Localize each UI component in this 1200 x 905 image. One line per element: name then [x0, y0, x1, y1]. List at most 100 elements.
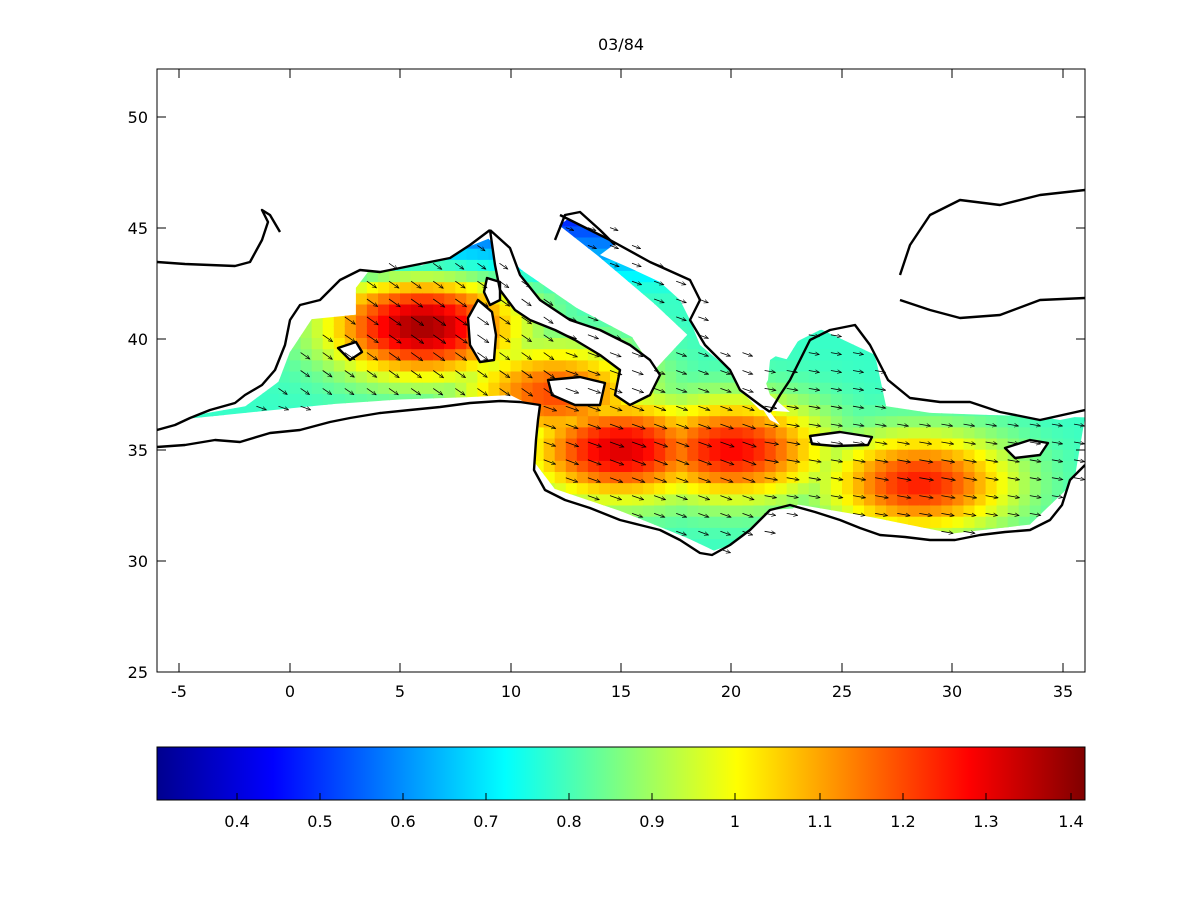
wind-vector — [676, 441, 689, 447]
heat-cell — [378, 325, 390, 338]
wind-vector — [830, 460, 843, 462]
wind-vector — [587, 495, 599, 500]
heat-cell — [797, 482, 810, 495]
heat-cell — [952, 415, 965, 428]
heat-cell — [830, 448, 843, 461]
heat-cell — [753, 448, 766, 461]
heat-cell — [333, 359, 346, 372]
heat-cell — [322, 392, 335, 405]
wind-vector — [366, 298, 378, 307]
heat-cell — [864, 504, 876, 517]
heat-cell — [400, 370, 412, 383]
heat-cell — [466, 247, 479, 260]
wind-vector — [764, 531, 776, 533]
heat-cell — [400, 348, 412, 361]
wind-vector — [875, 496, 888, 498]
wind-vectors — [256, 228, 1084, 553]
wind-vector — [410, 352, 423, 361]
wind-vector — [852, 406, 864, 408]
heat-cell — [311, 381, 324, 394]
heat-cell — [289, 381, 302, 394]
coast-iberia — [157, 229, 491, 432]
heat-cell — [311, 359, 324, 372]
heat-cell — [720, 415, 733, 428]
x-tick-label: 0 — [285, 682, 295, 701]
wind-vector — [1073, 478, 1085, 480]
heat-cell — [411, 370, 424, 383]
x-tick: 0 — [285, 69, 295, 701]
wind-vector — [300, 352, 310, 360]
heat-cell — [389, 370, 401, 383]
wind-vector — [653, 388, 665, 392]
heat-cell — [974, 471, 987, 484]
heat-cell — [532, 392, 545, 405]
heat-cell — [366, 370, 379, 383]
heat-cell — [786, 471, 799, 484]
wind-vector — [875, 406, 886, 408]
heat-cell — [665, 504, 678, 517]
wind-vector — [852, 460, 865, 462]
wind-vector — [322, 388, 332, 394]
heat-cell — [1018, 415, 1031, 428]
heat-cell — [687, 471, 700, 484]
wind-vector — [1029, 478, 1041, 480]
heat-cell — [709, 515, 722, 528]
heat-cell — [753, 471, 766, 484]
heat-cell — [654, 415, 667, 428]
heat-cell — [687, 348, 700, 361]
heat-cell — [864, 493, 876, 506]
heat-cell — [587, 415, 600, 428]
heat-cell — [720, 504, 733, 517]
wind-vector — [720, 370, 730, 375]
heat-cell — [488, 359, 501, 372]
heat-cell — [786, 448, 799, 461]
wind-vector — [963, 460, 977, 462]
heat-cell — [610, 437, 622, 450]
heat-cell — [764, 493, 777, 506]
heat-cell — [654, 292, 667, 305]
heat-cell — [400, 303, 412, 316]
wind-vector — [786, 513, 798, 515]
heat-cell — [300, 381, 313, 394]
heat-cell — [853, 381, 865, 394]
heat-cell — [930, 482, 943, 495]
wind-vector — [609, 370, 622, 375]
heat-cell — [842, 392, 854, 405]
heat-cell — [797, 448, 810, 461]
colorbar-tick-label: 0.6 — [390, 812, 415, 831]
heat-cell — [731, 459, 744, 472]
wind-vector — [565, 423, 578, 428]
heat-cell — [422, 348, 435, 361]
heat-cell — [731, 482, 744, 495]
wind-vector — [1029, 460, 1041, 462]
heat-cell — [576, 426, 589, 439]
coast-balearic — [336, 340, 364, 362]
heat-cell — [1062, 426, 1075, 439]
heat-cell — [300, 359, 313, 372]
heat-cell — [643, 281, 656, 294]
wind-vector — [919, 477, 933, 481]
heat-cell — [1018, 471, 1031, 484]
heat-cell — [554, 459, 567, 472]
heat-cell — [355, 303, 368, 316]
y-tick-label: 50 — [128, 108, 148, 127]
wind-vector — [720, 388, 731, 392]
wind-vector — [344, 316, 356, 324]
heat-cell — [576, 359, 589, 372]
land-north-africa — [157, 402, 1085, 672]
heat-cell — [344, 325, 357, 338]
wind-vector — [653, 262, 663, 266]
wind-vector — [609, 334, 621, 339]
heat-cell — [830, 392, 843, 405]
heat-cell — [1040, 426, 1053, 439]
wind-vector — [897, 477, 911, 481]
heat-cell — [1018, 493, 1031, 506]
heat-cell — [598, 459, 611, 472]
coast-crete — [808, 430, 874, 448]
wind-vector — [919, 442, 931, 444]
heat-cell — [565, 448, 578, 461]
heat-cell — [444, 303, 457, 316]
heat-cell — [908, 426, 921, 439]
heat-cell — [797, 437, 810, 450]
